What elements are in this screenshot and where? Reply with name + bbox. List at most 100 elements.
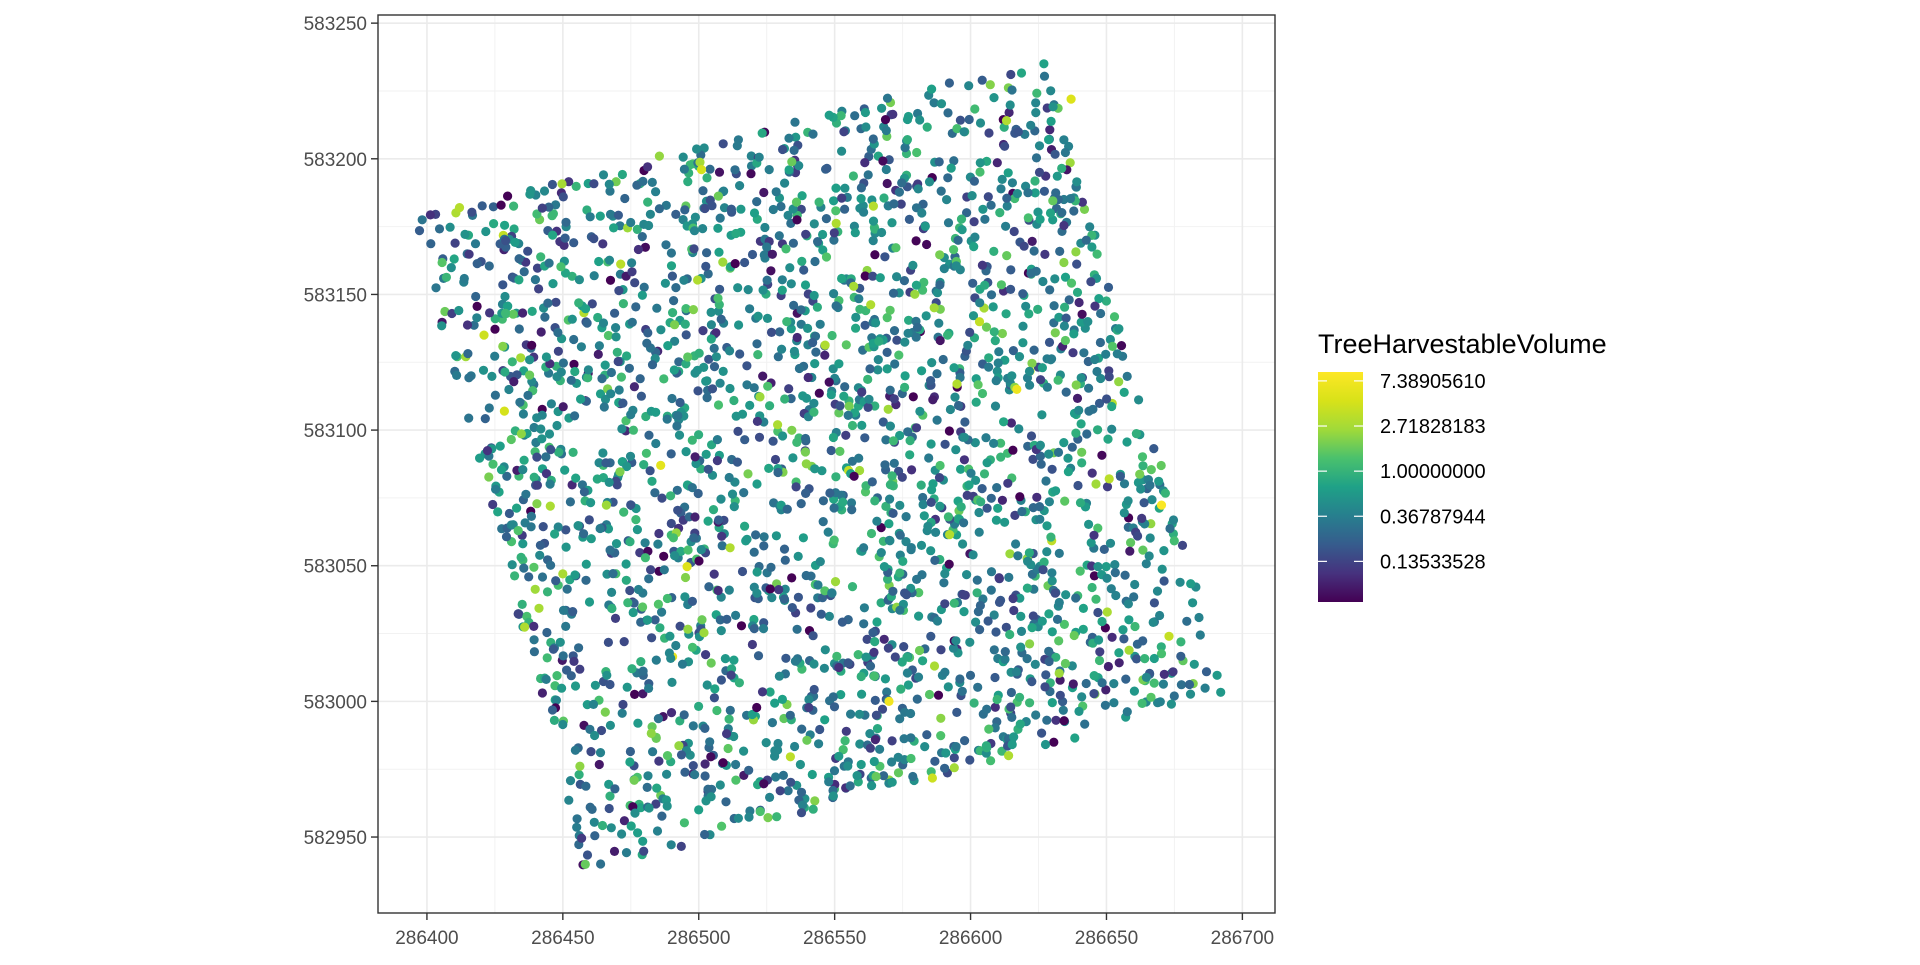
data-point xyxy=(1015,719,1025,729)
data-point xyxy=(718,139,728,149)
data-point xyxy=(595,748,606,758)
data-point xyxy=(670,551,680,561)
data-point xyxy=(633,244,644,255)
data-point xyxy=(1189,659,1199,669)
data-point xyxy=(930,756,940,766)
data-point xyxy=(1002,193,1012,203)
data-point xyxy=(971,475,981,485)
data-point xyxy=(508,201,519,211)
data-point xyxy=(454,305,464,316)
data-point xyxy=(904,315,914,325)
data-point xyxy=(975,118,986,128)
data-point xyxy=(544,258,554,268)
data-point xyxy=(1100,700,1110,710)
data-point xyxy=(790,741,800,752)
data-point xyxy=(586,747,596,757)
data-point xyxy=(940,599,950,609)
data-point xyxy=(530,584,540,594)
data-point xyxy=(1048,215,1058,225)
data-point xyxy=(609,223,619,233)
data-point xyxy=(1077,458,1087,468)
data-point xyxy=(519,563,529,573)
data-point xyxy=(561,542,571,552)
data-point xyxy=(970,438,980,448)
data-point xyxy=(722,614,732,624)
data-point xyxy=(908,392,918,402)
data-point xyxy=(717,531,727,541)
data-point xyxy=(938,354,948,365)
data-point xyxy=(752,416,763,426)
data-point xyxy=(1084,519,1094,530)
data-point xyxy=(767,593,777,603)
data-point xyxy=(984,353,994,363)
data-point xyxy=(986,493,996,503)
data-point xyxy=(496,200,506,210)
data-point xyxy=(752,567,762,577)
data-point xyxy=(581,575,591,585)
data-point xyxy=(1015,692,1025,703)
data-point xyxy=(847,505,857,515)
data-point xyxy=(950,392,960,402)
data-point xyxy=(590,831,600,841)
data-point xyxy=(440,306,450,317)
data-point xyxy=(672,421,682,431)
data-point xyxy=(732,141,742,151)
data-point xyxy=(943,108,953,118)
data-point xyxy=(1031,710,1041,720)
data-point xyxy=(1149,653,1159,664)
data-point xyxy=(1047,627,1057,637)
data-point xyxy=(638,689,648,699)
data-point xyxy=(888,436,899,446)
data-point xyxy=(431,283,441,293)
data-point xyxy=(863,374,873,384)
data-point xyxy=(896,199,906,209)
x-tick-label: 286600 xyxy=(939,928,1002,949)
data-point xyxy=(434,224,445,234)
data-point xyxy=(1096,373,1106,384)
data-point xyxy=(944,559,954,569)
data-point xyxy=(810,359,820,369)
data-point xyxy=(1022,583,1032,593)
data-point xyxy=(1093,607,1103,618)
data-point xyxy=(1114,648,1124,658)
data-point xyxy=(1030,188,1040,198)
data-point xyxy=(1061,313,1071,323)
data-point xyxy=(628,607,638,618)
data-point xyxy=(1051,652,1061,662)
data-point xyxy=(700,203,710,214)
data-point xyxy=(1109,312,1120,322)
data-point xyxy=(752,339,762,349)
data-point xyxy=(929,303,939,313)
data-point xyxy=(871,318,881,328)
data-point xyxy=(1006,69,1016,80)
data-point xyxy=(559,240,569,250)
data-point xyxy=(500,220,510,230)
data-point xyxy=(935,460,945,471)
data-point xyxy=(1050,149,1060,159)
data-point xyxy=(939,578,949,588)
data-point xyxy=(860,271,870,281)
data-point xyxy=(1186,579,1196,589)
y-tick-label: 583250 xyxy=(304,14,367,35)
data-point xyxy=(789,346,800,356)
data-point xyxy=(1034,141,1045,151)
data-point xyxy=(482,446,493,456)
data-point xyxy=(582,205,592,215)
data-point xyxy=(1042,547,1052,557)
data-point xyxy=(619,507,629,517)
data-point xyxy=(969,242,979,252)
data-point xyxy=(700,771,710,781)
data-point xyxy=(467,207,477,217)
data-point xyxy=(1089,571,1099,581)
data-point xyxy=(759,187,769,198)
data-point xyxy=(953,235,963,245)
data-point xyxy=(1122,707,1132,717)
data-point xyxy=(1011,667,1022,677)
data-point xyxy=(1129,686,1139,696)
data-point xyxy=(931,527,941,538)
data-point xyxy=(1176,680,1186,690)
data-point xyxy=(518,465,528,475)
data-point xyxy=(1136,484,1146,494)
data-point xyxy=(865,729,875,739)
data-point xyxy=(654,151,665,161)
